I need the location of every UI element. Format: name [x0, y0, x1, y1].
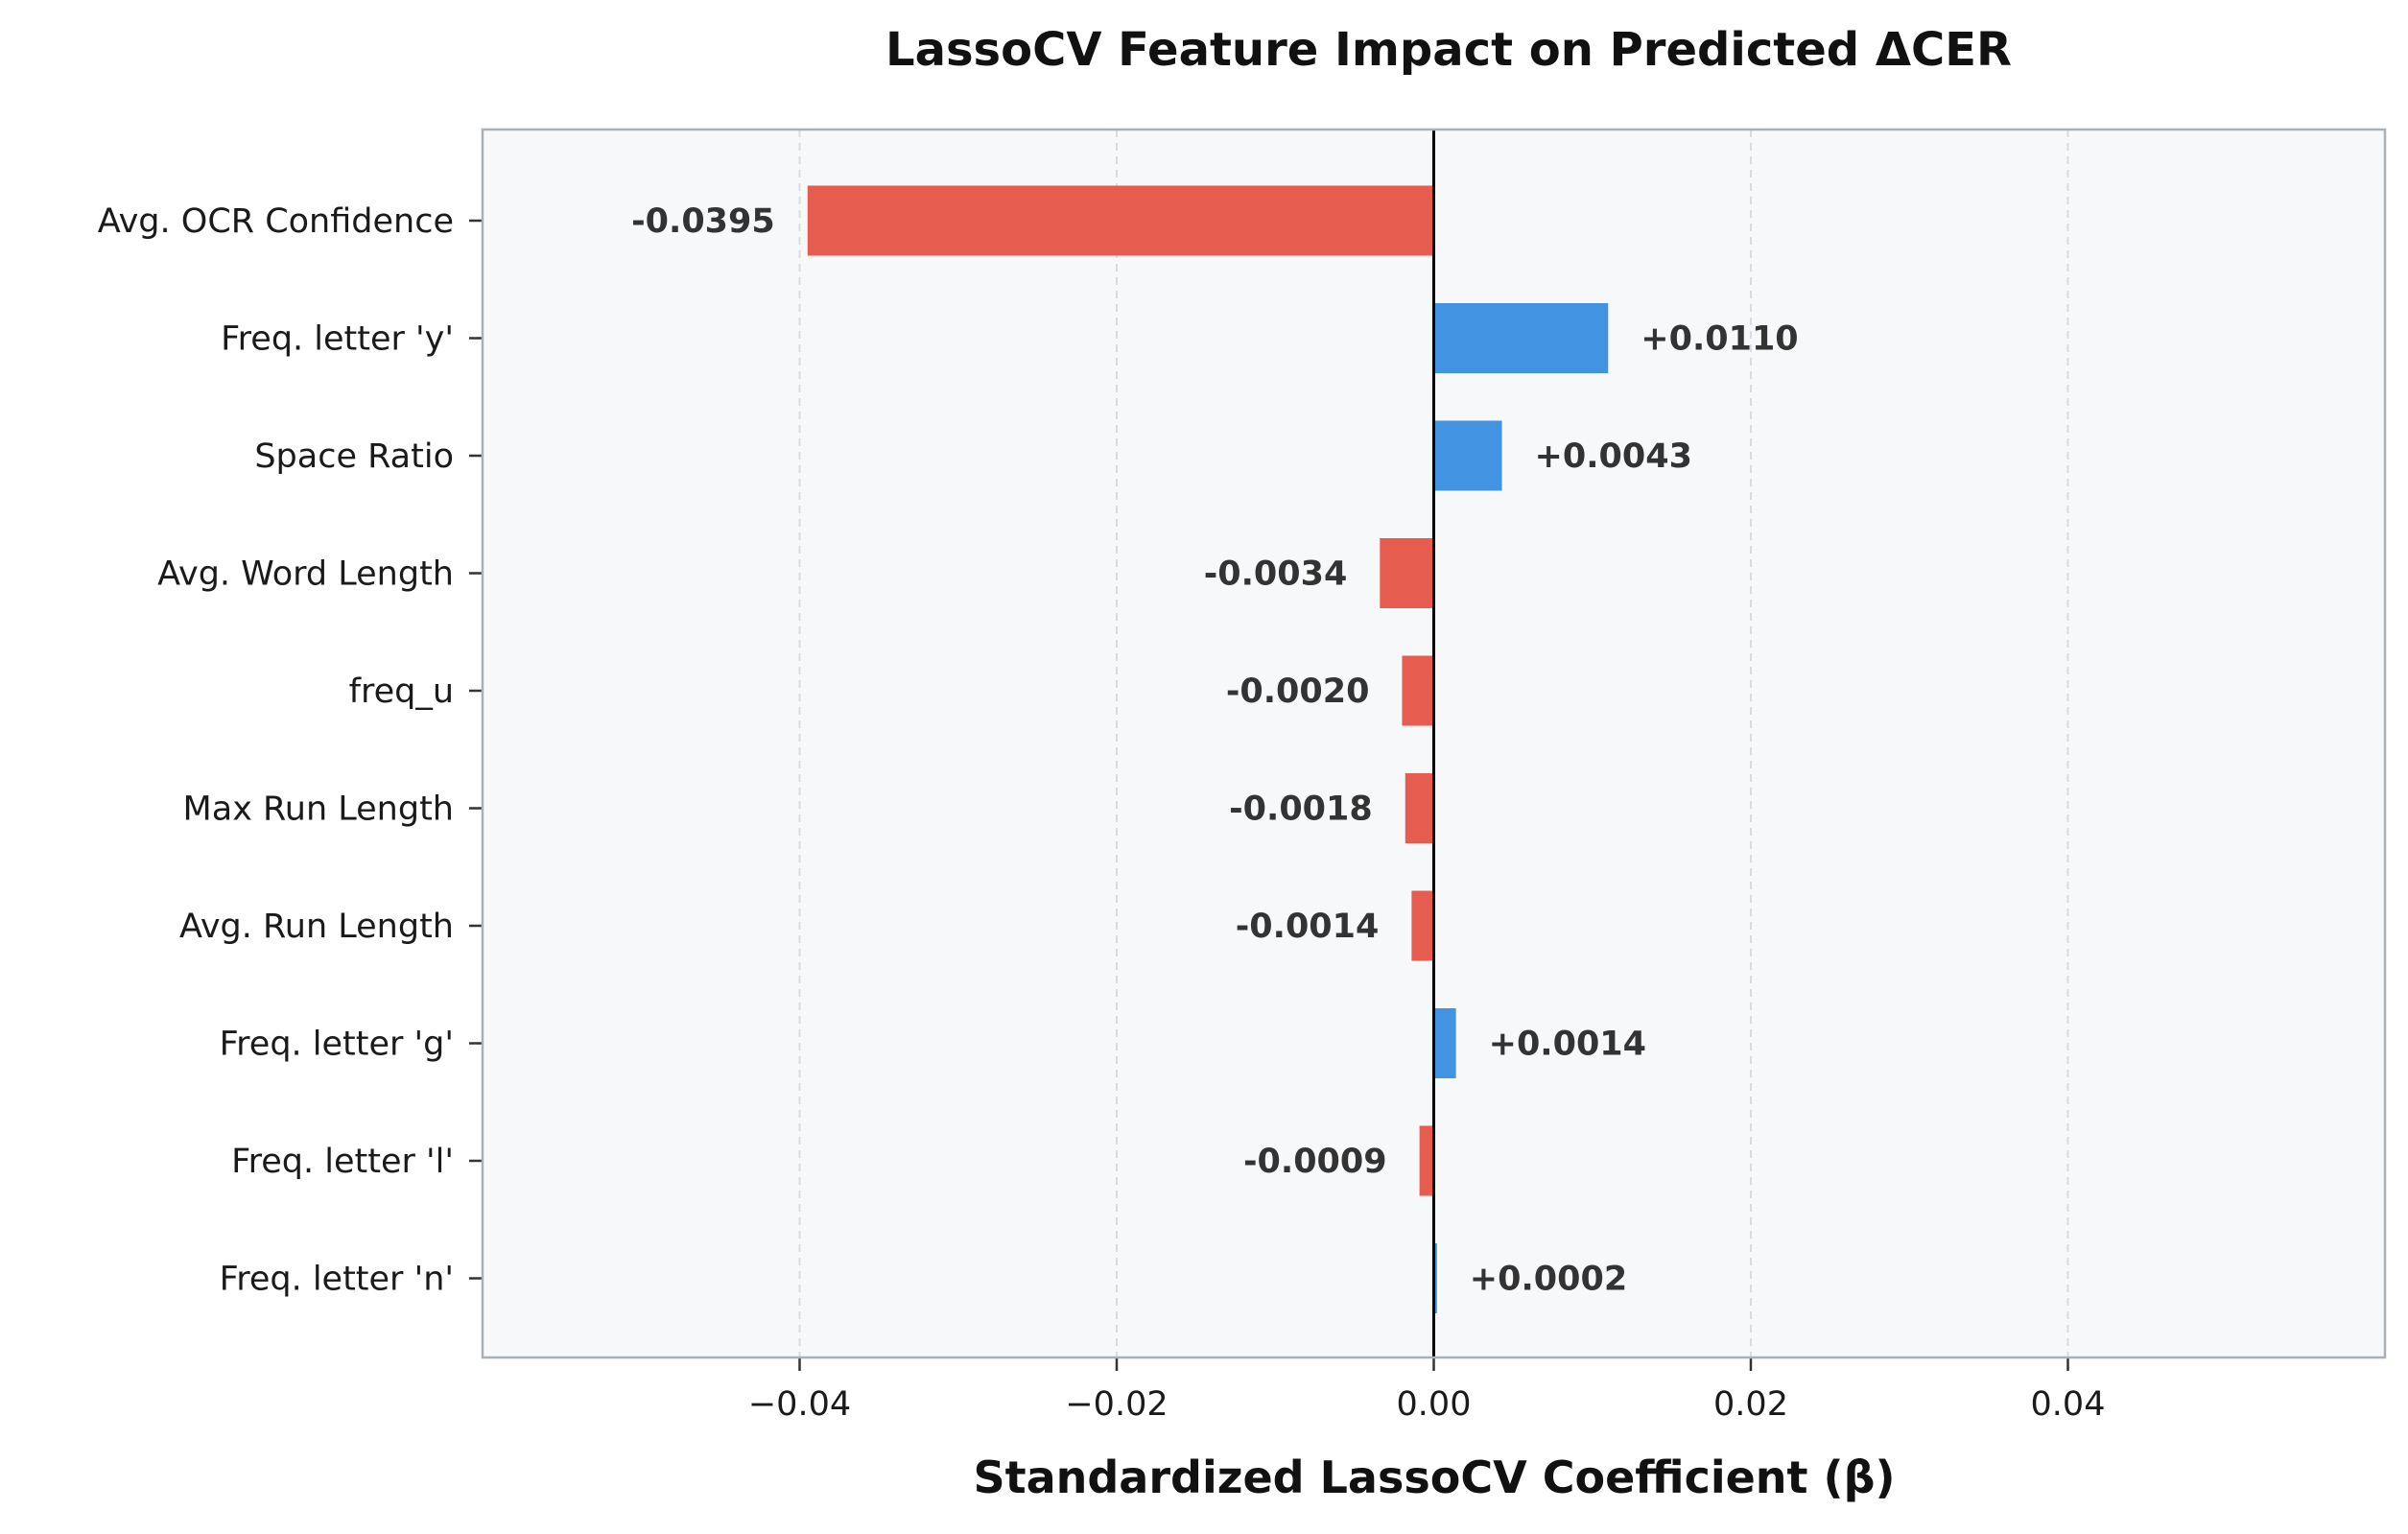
- data-labels: -0.0395 +0.0110 +0.0043 -0.0034 -0.0020 -0.00…: [631, 202, 1798, 1299]
- x-tick-label: 0.04: [2031, 1385, 2106, 1424]
- bar: [1411, 890, 1434, 961]
- bar-value-label: -0.0020: [1226, 673, 1370, 711]
- y-tick-label: Freq. letter 'l': [231, 1143, 454, 1181]
- bar: [1433, 1008, 1456, 1078]
- y-tick-label: Freq. letter 'y': [221, 320, 454, 359]
- bar-value-label: +0.0002: [1470, 1261, 1627, 1299]
- bar-value-label: +0.0014: [1489, 1026, 1646, 1064]
- bar: [1405, 773, 1434, 843]
- bar: [1433, 420, 1502, 491]
- bar-value-label: -0.0014: [1236, 908, 1380, 946]
- bar-value-label: +0.0110: [1641, 320, 1798, 359]
- bar-value-label: +0.0043: [1535, 437, 1692, 476]
- bar: [1433, 303, 1609, 373]
- y-tick-label: Max Run Length: [183, 791, 454, 829]
- plot-frame: [481, 128, 2387, 1359]
- y-tick-label: Space Ratio: [254, 437, 454, 476]
- y-tick-label: freq_u: [349, 673, 454, 711]
- bar: [1433, 1243, 1437, 1313]
- bar-value-label: -0.0395: [631, 202, 775, 241]
- y-tick-label: Avg. Run Length: [179, 908, 454, 946]
- x-axis-ticks: −0.04 −0.02 0.00 0.02 0.04: [748, 1357, 2106, 1424]
- y-axis-ticks: Avg. OCR Confidence Freq. letter 'y' Space…: [98, 202, 483, 1299]
- bar: [1419, 1125, 1434, 1196]
- bar-value-label: -0.0034: [1204, 555, 1348, 594]
- bar-value-label: -0.0009: [1243, 1143, 1387, 1181]
- y-tick-label: Freq. letter 'g': [220, 1026, 454, 1064]
- x-tick-label: −0.04: [748, 1385, 851, 1424]
- x-tick-label: 0.00: [1397, 1385, 1472, 1424]
- y-tick-label: Freq. letter 'n': [220, 1261, 454, 1299]
- chart-title: LassoCV Feature Impact on Predicted ΔCER: [885, 23, 2012, 77]
- bar: [1402, 655, 1434, 726]
- y-tick-label: Avg. Word Length: [157, 555, 454, 594]
- x-tick-label: −0.02: [1065, 1385, 1168, 1424]
- x-tick-label: 0.02: [1713, 1385, 1788, 1424]
- bar: [807, 185, 1434, 256]
- y-tick-label: Avg. OCR Confidence: [98, 202, 454, 241]
- grid-lines: [798, 130, 2069, 1357]
- bar-value-label: -0.0018: [1229, 791, 1373, 829]
- bars: [807, 185, 1609, 1313]
- bar: [1380, 538, 1434, 608]
- x-axis-label: Standardized LassoCV Coefficient (β): [973, 1451, 1895, 1503]
